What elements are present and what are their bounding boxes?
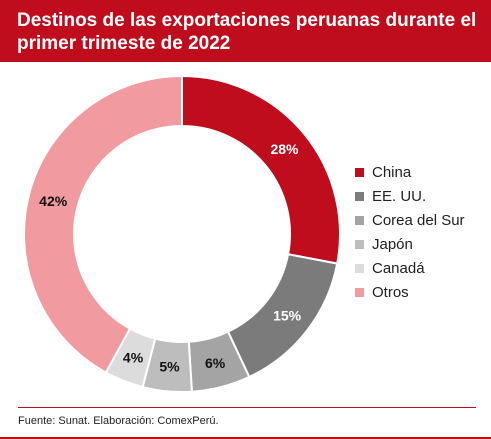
- chart-title: Destinos de las exportaciones peruanas d…: [17, 10, 477, 54]
- slice-otros: [23, 74, 183, 374]
- legend-label: China: [372, 163, 412, 181]
- legend-swatch: [355, 263, 364, 273]
- title-bar: Destinos de las exportaciones peruanas d…: [0, 0, 491, 62]
- legend-label: Corea del Sur: [372, 211, 465, 229]
- legend-item: EE. UU.: [355, 184, 491, 208]
- legend-item: Japón: [355, 232, 491, 256]
- legend-swatch: [355, 239, 364, 249]
- legend-swatch: [355, 215, 364, 225]
- data-label-ee-uu-: 15%: [273, 308, 302, 324]
- legend-item: Corea del Sur: [355, 208, 491, 232]
- legend-item: Otros: [355, 280, 491, 304]
- legend-swatch: [355, 191, 364, 201]
- data-label-jap-n: 5%: [159, 358, 180, 374]
- source-note: Fuente: Sunat. Elaboración: ComexPerú.: [18, 415, 219, 427]
- legend-item: Canadá: [355, 256, 491, 280]
- donut-chart: 28% 15% 6% 5% 4% 42%: [23, 74, 341, 393]
- legend-label: Canadá: [372, 259, 425, 277]
- legend-item: China: [355, 160, 491, 184]
- legend-swatch: [355, 287, 364, 297]
- data-label-corea-del-sur: 6%: [205, 355, 226, 371]
- legend-label: Japón: [372, 235, 413, 253]
- chart-legend: China EE. UU. Corea del Sur Japón Canadá Otro…: [355, 160, 491, 304]
- slice-china: [181, 74, 341, 265]
- data-label-canad-: 4%: [123, 350, 144, 366]
- bottom-border: [0, 437, 491, 439]
- legend-label: EE. UU.: [372, 187, 427, 205]
- footer-divider: [18, 407, 476, 408]
- legend-swatch: [355, 167, 364, 177]
- data-label-china: 28%: [270, 141, 299, 157]
- data-label-otros: 42%: [39, 193, 68, 209]
- legend-label: Otros: [372, 283, 409, 301]
